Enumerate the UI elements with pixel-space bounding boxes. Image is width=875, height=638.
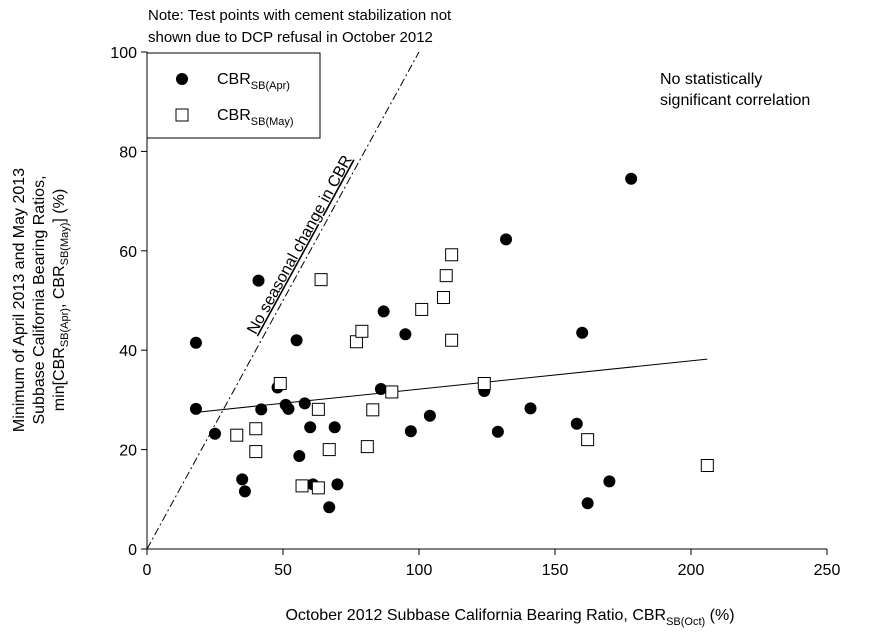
point-apr xyxy=(238,485,251,498)
point-may xyxy=(249,445,263,459)
point-apr xyxy=(374,382,387,395)
point-apr xyxy=(377,305,390,318)
one-to-one-line xyxy=(147,52,420,549)
note-line-2: shown due to DCP refusal in October 2012 xyxy=(148,29,433,46)
point-may xyxy=(700,459,714,473)
point-may xyxy=(230,428,244,442)
point-may xyxy=(439,269,453,283)
x-axis-label: October 2012 Subbase California Bearing … xyxy=(285,607,734,628)
point-apr xyxy=(603,475,616,488)
point-may xyxy=(295,479,309,493)
point-may xyxy=(311,481,325,495)
point-apr xyxy=(524,402,537,415)
point-apr xyxy=(298,397,311,410)
point-may xyxy=(445,333,459,347)
y-axis-label-line-2: Subbase California Bearing Ratios, xyxy=(31,175,48,424)
point-apr xyxy=(491,425,504,438)
y-axis-label-line-3-sub-2: SB(May) xyxy=(59,223,71,266)
point-apr xyxy=(423,409,436,422)
legend-label-may-sub: SB(May) xyxy=(251,116,294,128)
point-may xyxy=(249,422,263,436)
point-may xyxy=(322,443,336,457)
point-apr xyxy=(576,326,589,339)
y-tick-label: 60 xyxy=(119,244,137,261)
plot-axes: 0 50 100 150 200 250 0 20 40 60 80 100 xyxy=(110,45,840,579)
x-tick-label: 150 xyxy=(542,562,569,579)
point-apr xyxy=(331,478,344,491)
x-axis-label-main: October 2012 Subbase California Bearing … xyxy=(285,607,666,624)
y-axis-label-line-3-end: ] (%) xyxy=(51,189,68,223)
point-apr xyxy=(304,421,317,434)
legend-label-may-main: CBR xyxy=(217,107,251,124)
y-axis-label-line-3: min[CBRSB(Apr), CBRSB(May)] (%) xyxy=(51,189,71,411)
point-may xyxy=(360,440,374,454)
legend-label-apr: CBRSB(Apr) xyxy=(217,71,290,92)
legend-marker-may xyxy=(175,108,189,122)
y-tick-label: 80 xyxy=(119,144,137,161)
point-may xyxy=(355,324,369,338)
point-apr xyxy=(581,497,594,510)
x-axis-label-sub: SB(Oct) xyxy=(666,616,705,628)
point-apr xyxy=(209,427,221,440)
point-may xyxy=(311,402,325,416)
point-may xyxy=(366,403,380,417)
point-apr xyxy=(399,328,412,341)
y-axis-label-line-3-sub-1: SB(Apr) xyxy=(59,308,71,347)
legend-marker-apr xyxy=(176,73,188,85)
y-axis-label-line-3-main: min[CBR xyxy=(51,347,68,411)
note-line-1: Note: Test points with cement stabilizat… xyxy=(148,7,452,24)
point-apr xyxy=(290,334,303,347)
point-apr xyxy=(189,402,202,415)
point-may xyxy=(385,385,399,399)
y-tick-label: 100 xyxy=(110,45,137,62)
x-tick-label: 100 xyxy=(406,562,433,579)
point-may xyxy=(273,376,287,390)
data-points xyxy=(189,172,714,514)
legend-box xyxy=(146,52,321,139)
legend: CBRSB(Apr) CBRSB(May) xyxy=(146,52,321,139)
y-tick-label: 0 xyxy=(128,542,137,559)
one-to-one-line-label: No seasonal change in CBR xyxy=(244,153,355,337)
x-tick-label: 50 xyxy=(274,562,292,579)
point-apr xyxy=(500,233,513,246)
point-apr xyxy=(570,417,583,430)
point-apr xyxy=(189,336,202,349)
point-apr xyxy=(282,402,295,415)
point-may xyxy=(314,273,328,287)
point-may xyxy=(581,433,595,447)
point-may xyxy=(436,291,450,305)
correlation-annotation-line-1: No statistically xyxy=(660,71,762,88)
point-apr xyxy=(625,172,638,185)
x-tick-label: 0 xyxy=(143,562,152,579)
point-may xyxy=(477,376,491,390)
point-apr xyxy=(328,421,341,434)
point-apr xyxy=(252,274,265,287)
x-tick-label: 250 xyxy=(814,562,841,579)
x-tick-label: 200 xyxy=(678,562,705,579)
point-apr xyxy=(323,501,336,514)
y-axis-label-line-1: Minimum of April 2013 and May 2013 xyxy=(11,168,28,432)
point-apr xyxy=(293,450,306,463)
legend-label-may: CBRSB(May) xyxy=(217,107,294,128)
point-apr xyxy=(236,473,249,486)
point-may xyxy=(415,302,429,316)
y-tick-label: 20 xyxy=(119,443,137,460)
y-tick-label: 40 xyxy=(119,343,137,360)
point-apr xyxy=(255,403,268,416)
legend-label-apr-sub: SB(Apr) xyxy=(251,80,290,92)
point-apr xyxy=(404,425,417,438)
point-may xyxy=(445,248,459,262)
legend-label-apr-main: CBR xyxy=(217,71,251,88)
y-axis-label-line-3-mid: , CBR xyxy=(51,265,68,308)
correlation-annotation-line-2: significant correlation xyxy=(660,92,810,109)
x-axis-label-suffix: (%) xyxy=(705,607,734,624)
y-axis-label: Minimum of April 2013 and May 2013 Subba… xyxy=(11,168,71,432)
